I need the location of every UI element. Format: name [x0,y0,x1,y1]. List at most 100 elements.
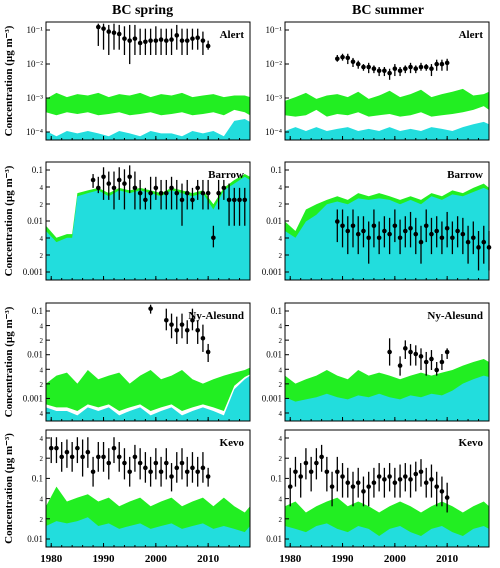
station-label: Kevo [459,437,484,449]
obs-point [90,469,96,475]
y-tick-label: 0.1 [32,165,43,175]
obs-point [174,190,180,196]
y-tick-label: 0.01 [27,350,43,360]
obs-point [200,38,206,43]
obs-point [48,445,54,451]
model-lower-area [46,176,250,280]
obs-point [174,33,180,38]
y-tick-label: 0.01 [266,350,282,360]
obs-point [158,37,164,42]
station-label: Kevo [220,437,245,449]
y-tick-label: 10⁻³ [266,93,283,103]
obs-point [460,231,466,237]
y-axis-title: Concentration (µg m⁻³) [3,306,15,417]
obs-point [382,477,387,482]
y-tick-label: 2 [279,381,283,389]
y-axis-title: Concentration (µg m⁻³) [3,25,15,136]
obs-point [184,190,190,196]
obs-point [158,469,164,475]
model-lower-area [285,121,489,140]
obs-point [439,61,445,67]
obs-point [413,351,419,357]
obs-point [335,56,340,62]
y-tick-label: 0.01 [266,534,282,544]
obs-point [340,54,345,60]
panel-frame [284,302,490,422]
obs-point [148,469,153,475]
y-tick-label: 4 [279,323,283,331]
x-tick-label: 2000 [384,553,407,565]
obs-point [355,231,361,237]
obs-point [164,460,169,466]
x-tick-label: 1990 [332,553,355,565]
obs-point [403,66,408,72]
obs-point [423,64,429,70]
obs-point [116,454,122,460]
obs-point [237,197,242,203]
obs-point [413,471,419,477]
obs-point [137,460,143,466]
obs-point [308,469,314,475]
obs-point [413,231,419,237]
obs-point [174,328,180,333]
obs-point [179,322,185,327]
obs-point [355,61,361,67]
obs-point [418,469,424,475]
obs-point [164,38,169,43]
obs-point [371,223,377,229]
panel-frame [45,429,251,548]
obs-point [329,484,335,489]
obs-point [195,469,200,475]
y-tick-label: 2 [279,337,283,345]
obs-point [314,460,319,466]
x-tick-label: 1980 [279,553,302,565]
obs-point [345,228,351,234]
obs-point [439,235,445,241]
obs-point [319,454,324,460]
panel-frame [284,429,490,548]
y-tick-label: 0.1 [271,306,282,316]
obs-point [143,465,148,471]
obs-point [397,363,403,368]
y-tick-label: 2 [40,252,44,260]
obs-point [132,454,138,460]
obs-point [169,322,174,327]
obs-point [366,484,371,489]
obs-point [106,29,112,34]
y-tick-label: 10⁻² [27,59,44,69]
y-tick-label: 0.1 [271,473,282,483]
obs-point [361,64,366,70]
obs-point [200,335,206,341]
y-tick-label: 10⁻¹ [266,25,283,35]
obs-point [143,39,148,45]
obs-point [434,484,439,489]
obs-point [153,185,159,191]
obs-point [481,239,487,245]
y-tick-label: 2 [279,252,283,260]
obs-point [423,480,429,486]
model-lower-area [46,118,250,140]
obs-point [195,185,200,191]
obs-point [376,235,382,241]
obs-point [190,36,195,41]
y-tick-label: 0.001 [23,267,43,277]
obs-point [96,185,101,191]
obs-point [205,190,211,196]
y-tick-label: 4 [40,323,44,331]
obs-point [403,228,408,234]
obs-point [127,469,132,475]
model-lower-area [285,187,489,280]
y-tick-label: 4 [40,184,44,192]
obs-point [127,174,132,180]
obs-point [340,474,345,479]
obs-point [153,38,159,43]
obs-point [205,474,211,479]
obs-point [382,228,387,234]
x-tick-label: 2010 [436,553,459,565]
panel-frame [284,21,490,141]
obs-point [111,30,117,36]
obs-point [169,37,174,42]
obs-point [392,223,398,229]
